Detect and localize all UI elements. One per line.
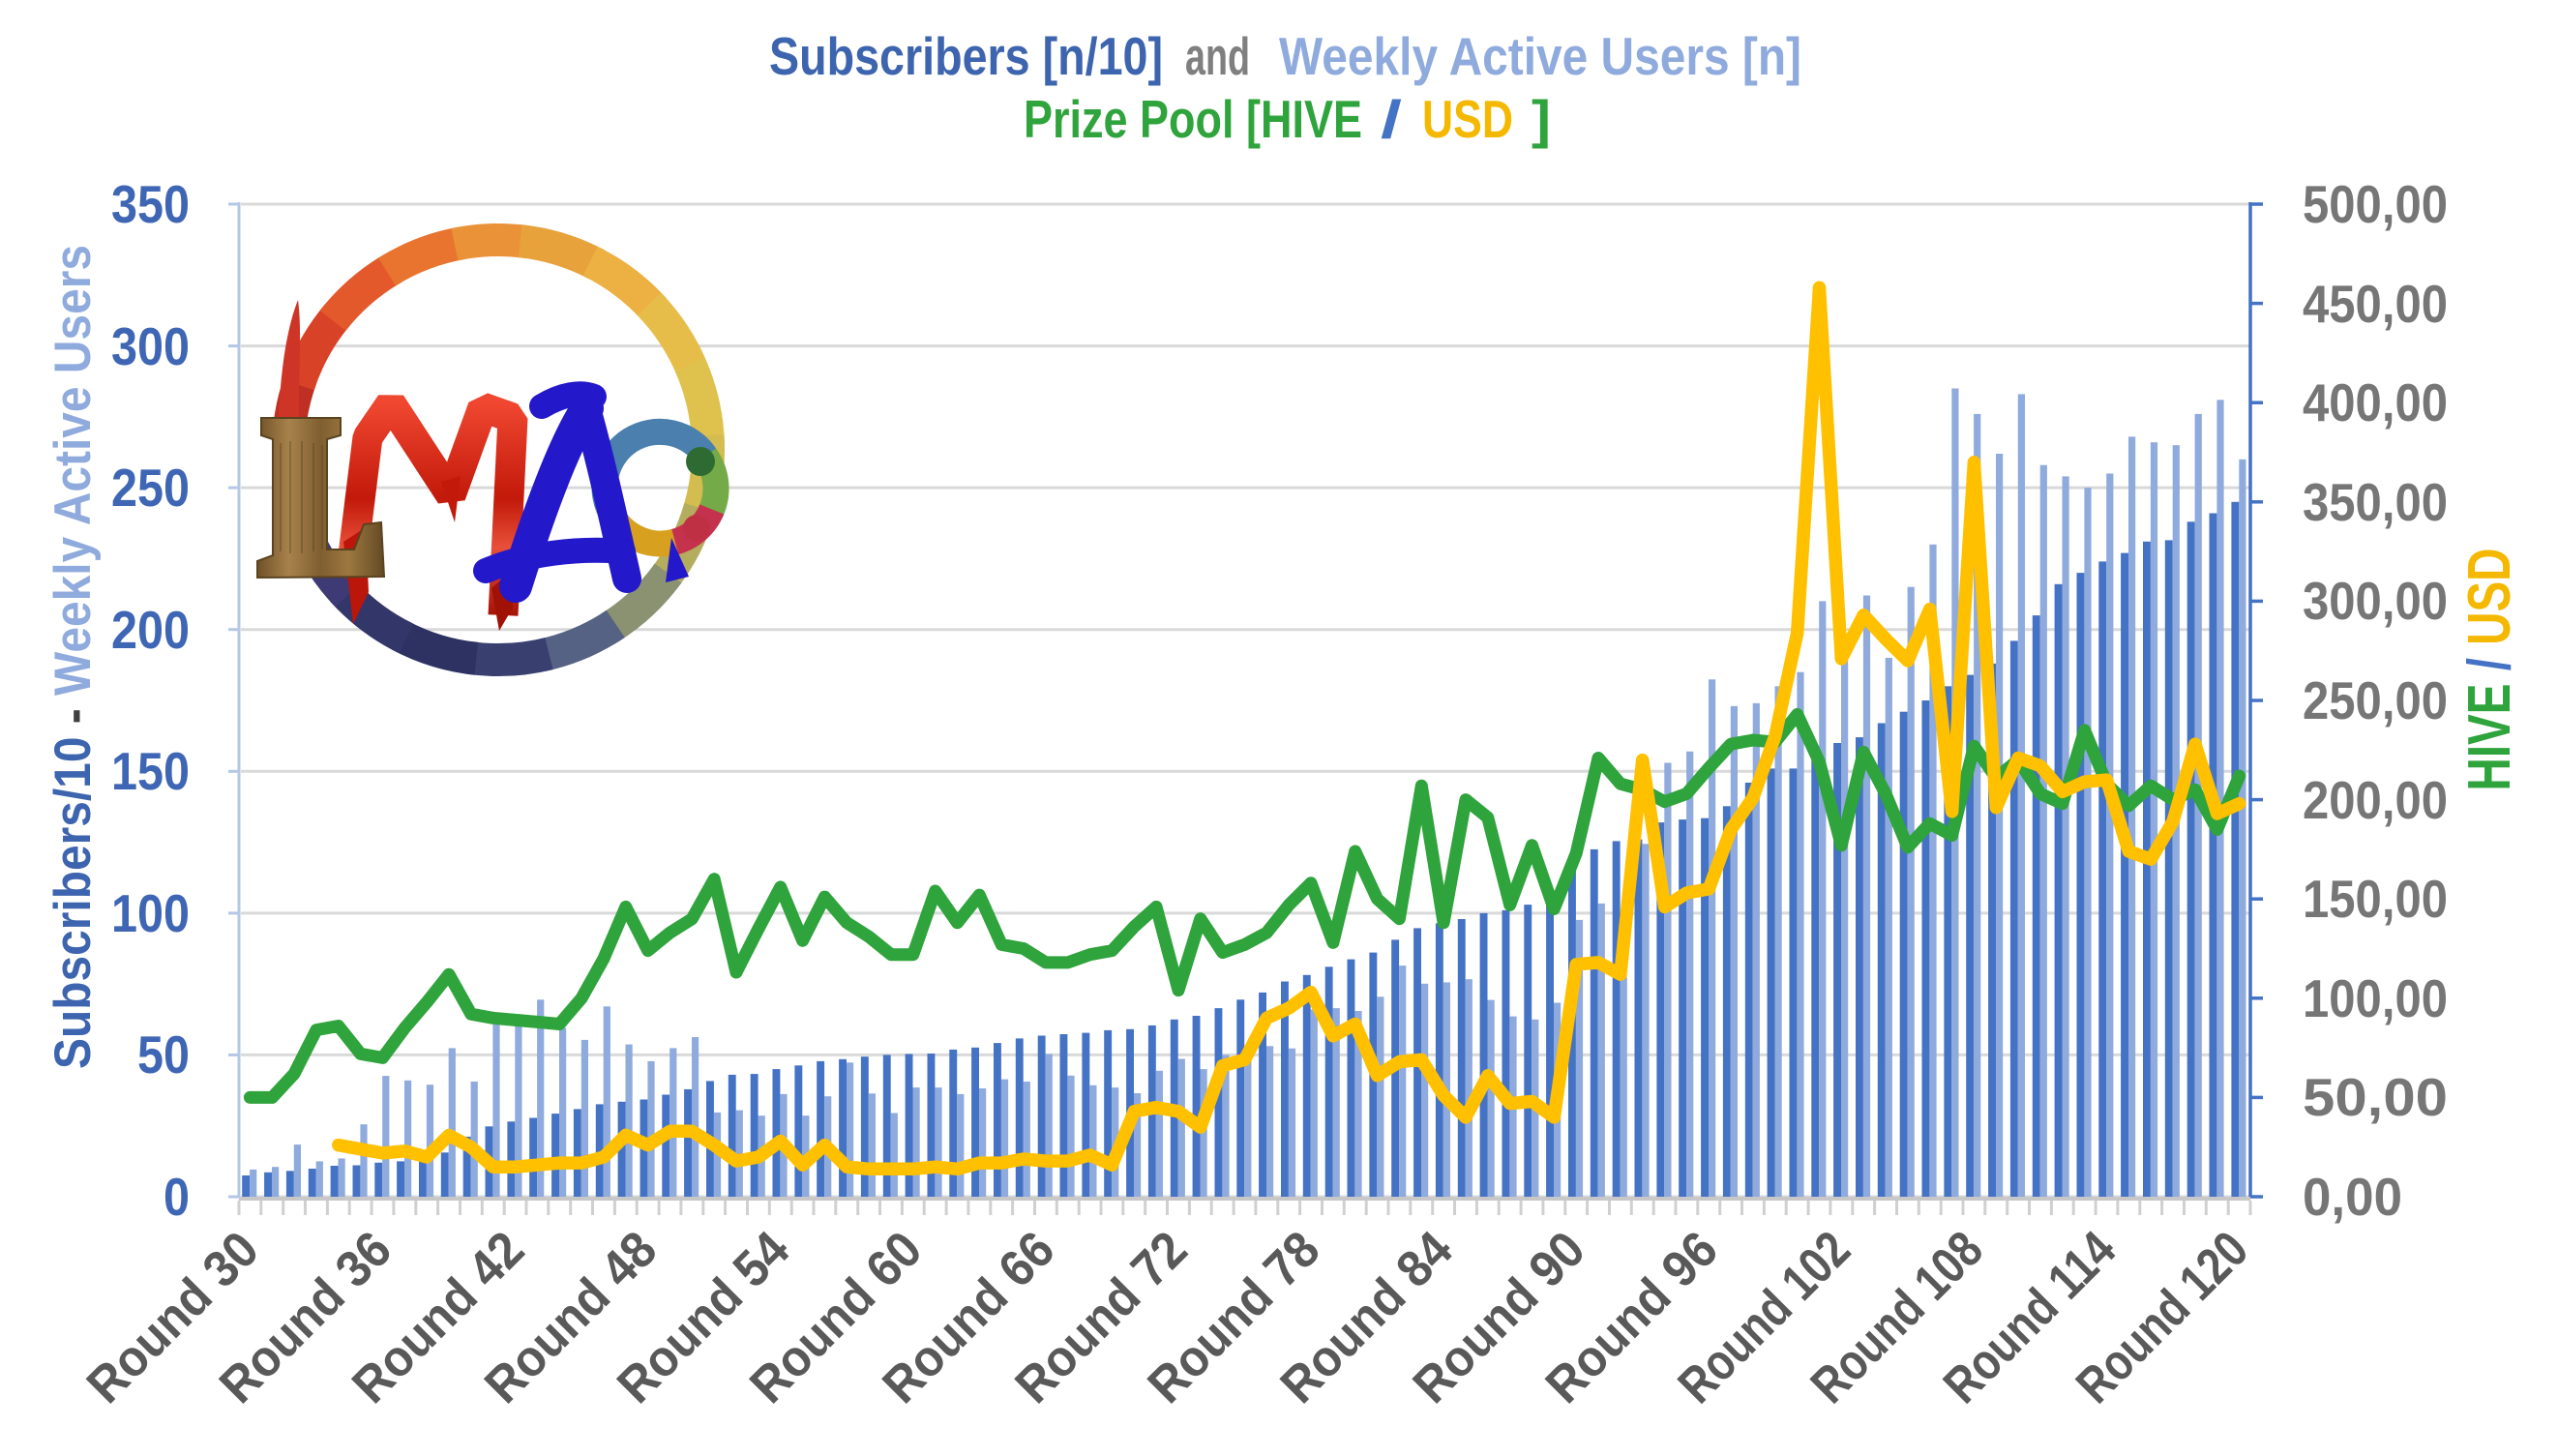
svg-text:350,00: 350,00 — [2303, 472, 2448, 532]
svg-text:200,00: 200,00 — [2303, 770, 2448, 830]
svg-text:400,00: 400,00 — [2303, 372, 2448, 432]
svg-text:Prize Pool [HIVE: Prize Pool [HIVE — [1024, 89, 1362, 149]
svg-text:Subscribers/10 - Weekly Active: Subscribers/10 - Weekly Active Users — [45, 245, 102, 1069]
svg-text:150,00: 150,00 — [2303, 869, 2448, 929]
svg-text:100,00: 100,00 — [2303, 968, 2448, 1028]
svg-text:USD: USD — [1422, 89, 1513, 149]
svg-text:Subscribers [n/10]: Subscribers [n/10] — [769, 26, 1163, 86]
svg-text:and: and — [1185, 26, 1250, 86]
svg-text:300,00: 300,00 — [2303, 571, 2448, 631]
svg-text:250: 250 — [111, 458, 190, 518]
svg-text:/: / — [1381, 89, 1402, 149]
svg-text:450,00: 450,00 — [2303, 274, 2448, 334]
svg-text:50,00: 50,00 — [2303, 1067, 2448, 1127]
svg-text:250,00: 250,00 — [2303, 670, 2448, 730]
svg-text:0,00: 0,00 — [2303, 1167, 2402, 1227]
svg-text:HIVE / USD: HIVE / USD — [2456, 549, 2523, 791]
svg-text:50: 50 — [137, 1025, 190, 1085]
svg-text:0: 0 — [164, 1167, 190, 1227]
svg-text:500,00: 500,00 — [2303, 174, 2448, 234]
svg-text:350: 350 — [111, 174, 190, 234]
svg-text:Weekly Active Users [n]: Weekly Active Users [n] — [1279, 26, 1801, 86]
svg-text:]: ] — [1532, 89, 1551, 149]
svg-text:300: 300 — [111, 316, 190, 376]
svg-text:150: 150 — [111, 741, 190, 801]
svg-text:200: 200 — [111, 600, 190, 660]
svg-text:100: 100 — [111, 883, 190, 943]
